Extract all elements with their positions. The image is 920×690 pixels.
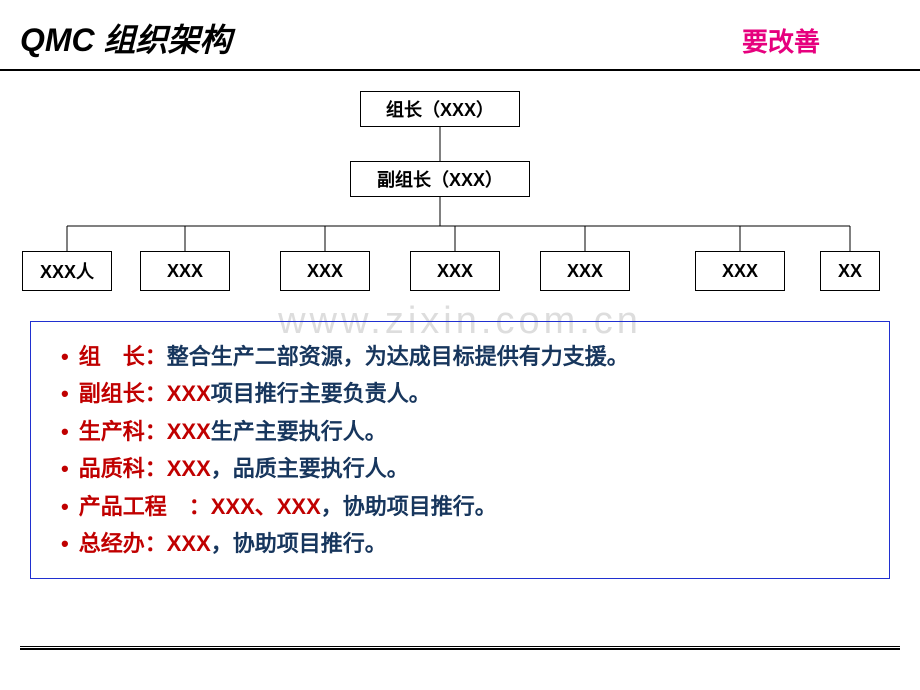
- desc-line-0: • 组 长：整合生产二部资源，为达成目标提供有力支援。: [61, 338, 869, 375]
- footer-divider: [20, 646, 900, 650]
- org-node-member-2: XXX: [280, 251, 370, 291]
- org-node-member-6: XX: [820, 251, 880, 291]
- org-node-deputy: 副组长（XXX）: [350, 161, 530, 197]
- desc-text: 生产主要执行人。: [211, 419, 387, 444]
- bullet-icon: •: [61, 456, 69, 481]
- bullet-icon: •: [61, 381, 69, 406]
- desc-text: ，协助项目推行。: [211, 531, 387, 556]
- desc-line-3: • 品质科：XXX，品质主要执行人。: [61, 450, 869, 487]
- desc-highlight: XXX: [167, 531, 211, 556]
- bullet-icon: •: [61, 344, 69, 369]
- bullet-icon: •: [61, 419, 69, 444]
- desc-text: 项目推行主要负责人。: [211, 381, 431, 406]
- header: QMC 组织架构 要改善: [0, 0, 920, 71]
- desc-highlight: XXX、XXX: [211, 494, 321, 519]
- desc-highlight: XXX: [167, 456, 211, 481]
- org-node-member-5: XXX: [695, 251, 785, 291]
- org-node-member-4: XXX: [540, 251, 630, 291]
- org-node-member-1: XXX: [140, 251, 230, 291]
- org-node-member-0: XXX人: [22, 251, 112, 291]
- desc-text: 整合生产二部资源，为达成目标提供有力支援。: [167, 344, 629, 369]
- desc-role: 产品工程 ：: [79, 494, 211, 519]
- bullet-icon: •: [61, 494, 69, 519]
- desc-line-1: • 副组长：XXX项目推行主要负责人。: [61, 375, 869, 412]
- desc-role: 副组长：: [79, 381, 167, 406]
- desc-line-5: • 总经办：XXX，协助项目推行。: [61, 525, 869, 562]
- desc-highlight: XXX: [167, 381, 211, 406]
- bullet-icon: •: [61, 531, 69, 556]
- improve-note: 要改善: [742, 22, 820, 59]
- desc-text: ，品质主要执行人。: [211, 456, 409, 481]
- org-node-member-3: XXX: [410, 251, 500, 291]
- org-chart: 组长（XXX）副组长（XXX）XXX人XXXXXXXXXXXXXXXXX: [0, 71, 920, 301]
- desc-role: 组 长：: [79, 344, 167, 369]
- desc-line-2: • 生产科：XXX生产主要执行人。: [61, 413, 869, 450]
- desc-role: 总经办：: [79, 531, 167, 556]
- desc-role: 品质科：: [79, 456, 167, 481]
- desc-role: 生产科：: [79, 419, 167, 444]
- desc-text: ，协助项目推行。: [321, 494, 497, 519]
- org-node-leader: 组长（XXX）: [360, 91, 520, 127]
- desc-highlight: XXX: [167, 419, 211, 444]
- desc-line-4: • 产品工程 ：XXX、XXX，协助项目推行。: [61, 488, 869, 525]
- description-box: •组 长：整合生产二部资源，为达成目标提供有力支援。•副组长：XXX项目推行主要…: [30, 321, 890, 579]
- page-title: QMC 组织架构: [20, 15, 742, 61]
